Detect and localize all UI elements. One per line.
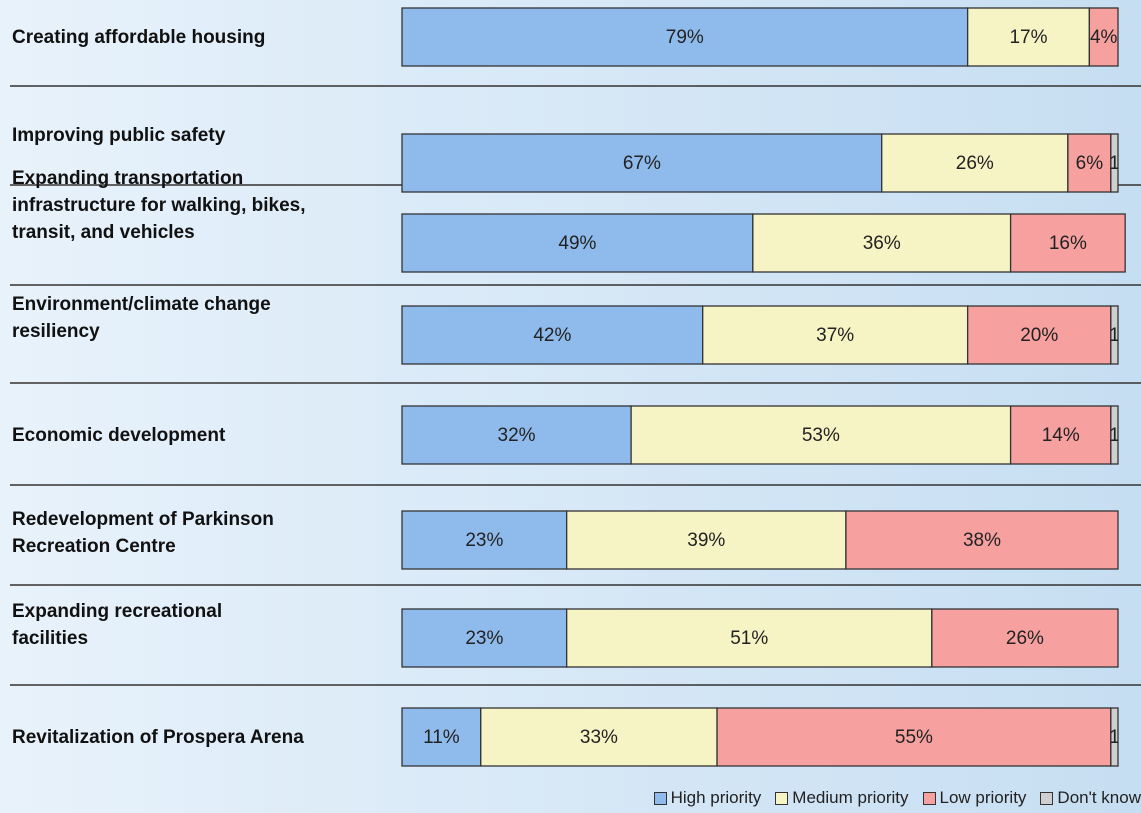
legend-label: Don't know: [1057, 788, 1141, 807]
category-label: Revitalization of Prospera Arena: [12, 727, 304, 748]
data-label: 79%: [666, 27, 704, 48]
data-label: 4%: [1090, 27, 1118, 48]
data-label: 20%: [1020, 325, 1058, 346]
bar-segment: [401, 7, 969, 67]
bar-segment: [716, 707, 1112, 767]
legend-label: Low priority: [939, 788, 1027, 807]
legend-swatch: [653, 791, 667, 805]
data-label: 37%: [816, 325, 854, 346]
legend-label: Medium priority: [792, 788, 909, 807]
legend-label: High priority: [670, 788, 762, 807]
bar-segment: [1067, 133, 1112, 193]
bar-segment: [1110, 133, 1119, 193]
data-label: 1: [1109, 425, 1120, 446]
bar-segment: [845, 510, 1119, 570]
legend-swatch: [775, 791, 789, 805]
bar-segment: [401, 305, 704, 365]
data-label: 17%: [1009, 27, 1047, 48]
data-label: 55%: [895, 727, 933, 748]
data-label: 14%: [1042, 425, 1080, 446]
data-label: 16%: [1049, 233, 1087, 254]
data-label: 1: [1109, 727, 1120, 748]
bar-segment: [966, 305, 1112, 365]
legend-item: High priority: [653, 788, 762, 808]
bar-segment: [1110, 707, 1119, 767]
data-label: 1: [1109, 325, 1120, 346]
separators: [10, 85, 1141, 686]
bar-segment: [1009, 213, 1126, 273]
data-label: 36%: [863, 233, 901, 254]
bar-segment: [702, 305, 969, 365]
data-label: 6%: [1076, 153, 1104, 174]
legend-item: Low priority: [922, 788, 1027, 808]
bar-segment: [752, 213, 1012, 273]
category-label: Environment/climate change resiliency: [12, 294, 271, 342]
data-label: 26%: [1006, 628, 1044, 649]
data-label: 49%: [558, 233, 596, 254]
bar-labels: 79% 17% 4%67% 26% 6% 149% 36% 16%42% 37% 20% 132% 5…: [423, 27, 1120, 748]
data-label: 11%: [423, 727, 460, 748]
data-label: 23%: [465, 530, 503, 551]
bar-segment: [1110, 305, 1119, 365]
data-label: 26%: [956, 153, 994, 174]
data-label: 39%: [687, 530, 725, 551]
data-label: 1: [1109, 153, 1120, 174]
bar-segment: [401, 707, 482, 767]
bar-segment: [566, 608, 933, 668]
data-label: 38%: [963, 530, 1001, 551]
data-label: 42%: [533, 325, 571, 346]
bar-segment: [401, 510, 568, 570]
category-label: Economic development: [12, 425, 226, 446]
bar-segment: [480, 707, 718, 767]
legend-swatch: [1040, 791, 1054, 805]
legend: High priority Medium priority Low priority…: [653, 788, 1141, 808]
bar-segment: [1088, 7, 1119, 67]
bar-segment: [566, 510, 847, 570]
legend-item: Don't know: [1040, 788, 1141, 808]
bar-segment: [401, 133, 883, 193]
category-label: Expanding recreational facilities: [12, 601, 223, 649]
category-label: Creating affordable housing: [12, 27, 266, 48]
data-label: 67%: [623, 153, 661, 174]
category-label: Improving public safety: [12, 125, 226, 146]
data-label: 23%: [465, 628, 503, 649]
data-label: 33%: [580, 727, 618, 748]
bar-segment: [931, 608, 1119, 668]
data-label: 32%: [498, 425, 536, 446]
data-label: 51%: [730, 628, 768, 649]
bar-segment: [881, 133, 1069, 193]
category-label: Expanding transportation infrastructure …: [12, 167, 306, 243]
bar-segment: [401, 405, 632, 465]
bar-segment: [1110, 405, 1119, 465]
data-label: 53%: [802, 425, 840, 446]
bars: [401, 7, 1126, 767]
category-label: Redevelopment of Parkinson Recreation Ce…: [12, 509, 274, 557]
bar-segment: [966, 7, 1091, 67]
legend-swatch: [922, 791, 936, 805]
legend-item: Medium priority: [775, 788, 909, 808]
bar-segment: [401, 213, 754, 273]
